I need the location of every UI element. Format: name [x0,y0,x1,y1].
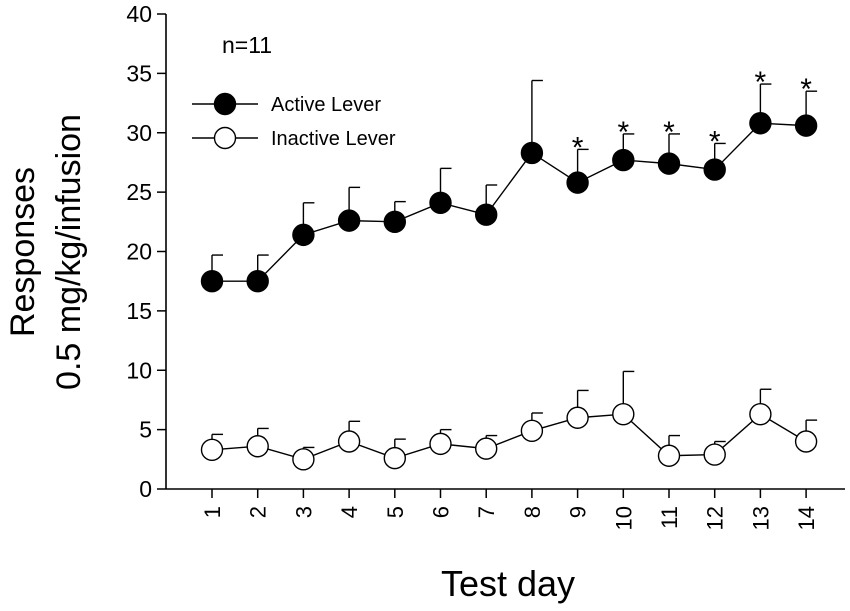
series-active [200,79,818,293]
data-point [292,448,315,471]
data-point [200,269,224,293]
significance-asterisk: * [663,116,675,149]
significance-asterisk: * [755,66,767,99]
data-point [429,432,452,456]
data-point [794,114,818,137]
x-tick-label: 14 [794,506,819,530]
x-tick-label: 2 [246,506,271,518]
x-tick-label: 6 [429,506,454,518]
x-tick-label: 4 [337,506,362,518]
x-tick-label: 3 [291,506,316,518]
y-axis-title-line-1: Responses [4,167,42,337]
x-tick-label: 7 [474,506,499,518]
y-tick-label: 40 [126,1,152,27]
data-point [292,223,315,247]
series-inactive [200,370,818,471]
data-point [566,171,589,194]
data-point [612,148,635,172]
data-point [337,209,361,232]
data-point [657,152,681,175]
data-point [246,435,269,458]
data-point [749,112,772,135]
y-tick-label: 20 [126,239,152,265]
data-point [246,269,269,293]
y-tick-label: 0 [139,476,152,502]
y-tick-label: 10 [126,357,152,383]
x-tick-label: 5 [383,506,408,518]
data-point [657,444,681,467]
y-tick-label: 25 [126,179,152,205]
data-point [475,203,498,226]
plot-area [165,14,845,490]
y-tick-label: 30 [126,120,152,146]
series-layer [200,79,818,471]
x-tick-label: 8 [520,506,545,518]
legend-marker-active [213,92,237,116]
data-point [566,406,589,429]
legend: Active Lever Inactive Lever [192,92,396,150]
data-point [475,437,498,460]
significance-asterisk: * [800,73,812,106]
y-tick-label: 15 [126,298,152,324]
legend-label-active: Active Lever [271,94,381,116]
y-tick-label: 35 [126,60,152,86]
x-tick-label: 12 [703,506,728,530]
data-point [200,438,224,462]
legend-label-inactive: Inactive Lever [271,128,396,150]
x-tick-label: 11 [657,506,682,529]
data-point [520,141,544,165]
significance-asterisk: * [617,116,629,149]
y-axis-title-line-2: 0.5 mg/kg/infusion [50,114,88,390]
x-tick-label: 13 [748,506,773,530]
x-axis-title: Test day [441,563,575,604]
sample-size-label: n=11 [222,32,272,58]
data-point [429,191,452,215]
x-tick-label: 9 [566,506,591,518]
data-point [703,158,726,181]
x-tick-label: 1 [200,506,225,518]
data-point [520,419,544,443]
data-point [612,402,635,426]
data-point [383,210,406,234]
significance-asterisk: * [709,125,721,158]
x-tick-label: 10 [611,506,636,530]
y-tick-label: 5 [139,417,152,443]
data-point [383,446,406,470]
data-point [337,430,361,453]
data-point [794,430,818,453]
legend-marker-inactive [213,126,237,150]
significance-asterisk: * [572,131,584,164]
data-point [703,443,726,466]
annotations: * * * * * * [572,66,813,164]
data-point [749,402,772,426]
